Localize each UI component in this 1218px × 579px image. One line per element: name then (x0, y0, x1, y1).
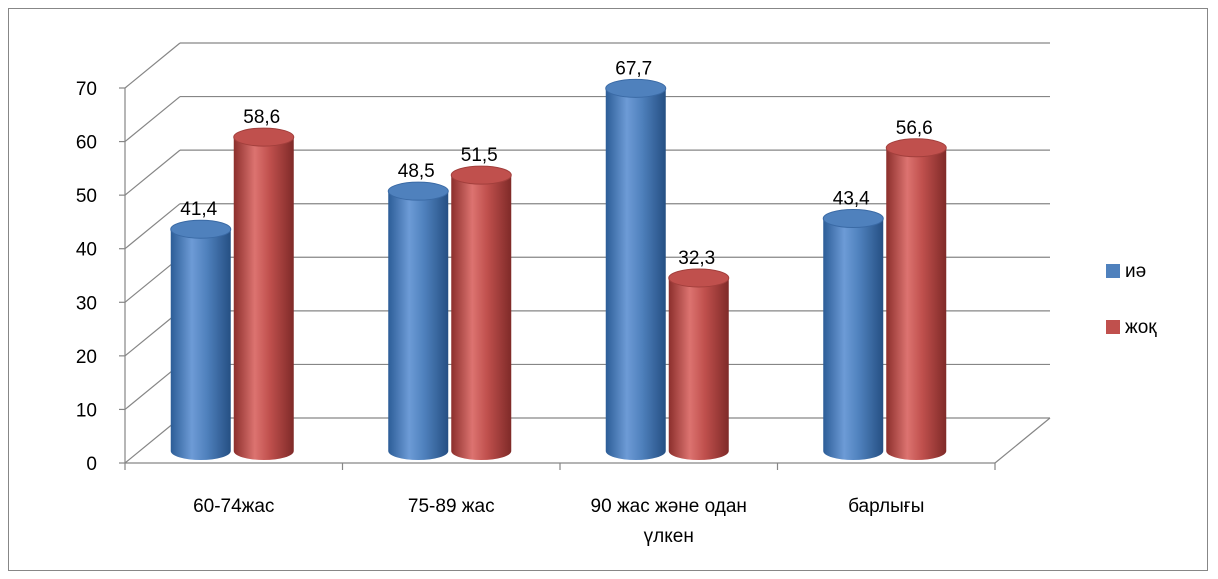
bar-top (885, 138, 947, 158)
bar-top (170, 219, 232, 239)
bar-body (668, 277, 729, 460)
y-tick-label: 0 (86, 454, 97, 475)
bar-body (233, 137, 294, 461)
data-label: 56,6 (896, 118, 933, 139)
x-category-label: 60-74жас (193, 496, 274, 517)
x-category-label-line: 90 жас және одан (591, 496, 747, 517)
data-label: 32,3 (678, 248, 715, 269)
bar-иә[interactable] (822, 209, 884, 461)
y-tick-label: 30 (76, 293, 97, 314)
bar-top (822, 209, 884, 228)
bar-top (668, 268, 730, 288)
data-label: 67,7 (615, 58, 652, 79)
data-label: 43,4 (833, 189, 870, 210)
data-label: 48,5 (398, 161, 435, 182)
x-category-label-line: үлкен (644, 526, 694, 547)
bar-жоқ[interactable] (668, 268, 730, 460)
bar-иә[interactable] (170, 219, 232, 460)
legend-label-иә: иә (1125, 261, 1146, 282)
gridline-diagonal (124, 42, 181, 89)
data-label: 58,6 (243, 107, 280, 128)
bar-жоқ[interactable] (450, 165, 512, 460)
x-category-label-line: барлығы (848, 496, 924, 517)
bar-body (605, 88, 666, 461)
legend-swatch-иә (1106, 264, 1120, 278)
bar-top (233, 127, 295, 147)
bar-body (170, 229, 231, 460)
x-category-label: 90 жас және одан үлкен (591, 496, 747, 547)
floor-edge (994, 417, 1051, 464)
bar-жоқ[interactable] (233, 127, 295, 461)
x-category-label: 75-89 жас (408, 496, 495, 517)
bar-top (605, 78, 667, 98)
bar-top (450, 165, 512, 185)
data-label: 51,5 (461, 145, 498, 166)
legend-swatch-жоқ (1106, 320, 1120, 334)
bar-иә[interactable] (605, 78, 667, 461)
bar-иә[interactable] (387, 181, 449, 460)
bar-body (823, 218, 884, 460)
data-label: 41,4 (180, 199, 217, 220)
x-category-label: барлығы (848, 496, 924, 517)
y-tick-label: 70 (76, 79, 97, 100)
gridline-diagonal (124, 203, 181, 250)
y-tick-label: 20 (76, 347, 97, 368)
gridline-diagonal (124, 149, 181, 196)
legend-label-жоқ: жоқ (1125, 317, 1157, 338)
bar-жоқ[interactable] (885, 138, 947, 461)
x-category-label-line: 75-89 жас (408, 496, 495, 517)
bar-body (388, 191, 449, 460)
y-tick-label: 60 (76, 133, 97, 154)
bar-top (387, 181, 449, 201)
y-tick-label: 50 (76, 186, 97, 207)
x-category-label-line: 60-74жас (193, 496, 274, 517)
y-tick-label: 40 (76, 240, 97, 261)
gridline-diagonal (124, 96, 181, 143)
bar-body (886, 147, 947, 461)
bar-body (451, 175, 512, 460)
y-tick-label: 10 (76, 400, 97, 421)
